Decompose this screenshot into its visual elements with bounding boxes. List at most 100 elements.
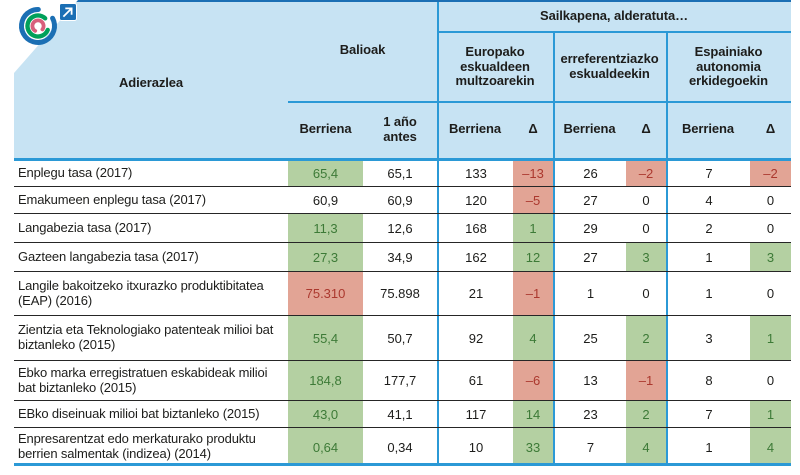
cell-rank-reference: 1: [553, 272, 626, 315]
cell-rank-reference: 13: [553, 361, 626, 400]
cell-rank-spain: 1: [666, 243, 750, 271]
ranking-underline: [437, 31, 791, 33]
cell-rank-spain: 2: [666, 214, 750, 242]
cell-rank-reference: 23: [553, 401, 626, 427]
cell-year-before-value: 177,7: [383, 373, 417, 388]
cell-delta-europe: 12: [513, 243, 553, 271]
cell-rank-reference: 29: [553, 214, 626, 242]
cell-latest-value: 65,4: [288, 161, 363, 186]
cell-rank-reference: 25: [553, 316, 626, 360]
table-row: Ebko marka erregistratuen eskabideak mil…: [14, 361, 791, 401]
cell-delta-europe: –6: [513, 361, 553, 400]
cell-rank-europe: 168: [437, 214, 513, 242]
cell-delta-spain: 0: [766, 286, 775, 301]
cell-delta-europe: 14: [513, 401, 553, 427]
cell-delta-europe: –13: [513, 161, 553, 186]
cell-delta-europe: 33: [513, 428, 553, 466]
cell-delta-reference: 0: [642, 286, 650, 301]
cell-delta-spain: 4: [750, 428, 791, 466]
cell-delta-spain: 1: [750, 401, 791, 427]
cell-delta-reference: 0: [642, 220, 650, 236]
cell-delta-reference: 4: [626, 428, 666, 466]
cell-delta-europe: –5: [513, 187, 553, 213]
cell-latest-value: 60,9: [312, 192, 339, 208]
header-subgroup-european-regions: Europako eskualdeen multzoarekin: [455, 43, 535, 89]
row-label: Zientzia eta Teknologiako patenteak mili…: [18, 322, 274, 352]
cell-delta-europe: 4: [513, 316, 553, 360]
row-label: Langile bakoitzeko itxurazko produktibit…: [18, 277, 264, 308]
table-row: EBko diseinuak milioi bat biztanleko (20…: [14, 401, 791, 428]
table-row: Gazteen langabezia tasa (2017) 27,3 34,9…: [14, 243, 791, 272]
cell-delta-spain: 0: [766, 220, 775, 236]
vline-reference-spain: [666, 31, 668, 158]
table-body: Enplegu tasa (2017) 65,4 65,1 133 –13 26…: [14, 161, 791, 466]
cell-rank-europe: 10: [437, 428, 513, 466]
table-row: Enpresarentzat edo merkaturako produktu …: [14, 428, 791, 466]
cell-rank-spain: 8: [666, 361, 750, 400]
subheader-latest-values: Berriena: [299, 121, 352, 137]
groups-underline: [288, 101, 791, 103]
cell-delta-spain: 0: [766, 373, 775, 388]
cell-latest-value: 184,8: [288, 361, 363, 400]
cell-latest-value: 55,4: [288, 316, 363, 360]
cell-rank-spain: 7: [666, 161, 750, 186]
header-top-border: [42, 0, 791, 2]
table-header: Adierazlea Balioak Sailkapena, alderatut…: [14, 0, 791, 158]
cell-delta-reference: –1: [626, 361, 666, 400]
row-label: Enpresarentzat edo merkaturako produktu …: [18, 431, 256, 461]
cell-rank-reference: 27: [553, 187, 626, 213]
cell-rank-spain: 1: [666, 272, 750, 315]
header-bottom-border: [14, 158, 791, 161]
table-row: Langabezia tasa (2017) 11,3 12,6 168 1 2…: [14, 214, 791, 243]
row-label: EBko diseinuak milioi bat biztanleko (20…: [18, 405, 260, 421]
cell-rank-europe: 21: [437, 272, 513, 315]
cell-rank-europe: 162: [437, 243, 513, 271]
table-row: Zientzia eta Teknologiako patenteak mili…: [14, 316, 791, 361]
row-label: Emakumeen enplegu tasa (2017): [18, 191, 206, 207]
cell-delta-spain: –2: [750, 161, 791, 186]
row-label: Gazteen langabezia tasa (2017): [18, 248, 199, 264]
cell-rank-reference: 27: [553, 243, 626, 271]
cell-latest-value: 11,3: [288, 214, 363, 242]
table-row: Emakumeen enplegu tasa (2017) 60,9 60,9 …: [14, 187, 791, 214]
subheader-latest-europe: Berriena: [449, 121, 501, 137]
cell-year-before-value: 50,7: [387, 330, 413, 346]
header-subgroup-spanish-communities: Espainiako autonomia erkidegoekin: [689, 43, 768, 89]
cell-delta-europe: 1: [513, 214, 553, 242]
subheader-delta-spain: Δ: [765, 121, 776, 137]
cell-rank-reference: 26: [553, 161, 626, 186]
cell-year-before-value: 65,1: [387, 166, 413, 181]
cell-year-before-value: 41,1: [387, 406, 413, 422]
row-label: Langabezia tasa (2017): [18, 219, 152, 235]
subheader-year-before: 1 año antes: [383, 113, 417, 144]
cell-rank-spain: 1: [666, 428, 750, 466]
cell-year-before-value: 75.898: [380, 286, 420, 301]
cell-rank-europe: 61: [437, 361, 513, 400]
cell-delta-reference: –2: [626, 161, 666, 186]
vline-europe-reference: [553, 31, 555, 158]
cell-rank-europe: 92: [437, 316, 513, 360]
cell-delta-spain: 1: [750, 316, 791, 360]
cell-rank-spain: 3: [666, 316, 750, 360]
subheader-delta-reference: Δ: [641, 121, 651, 137]
header-subgroup-reference-regions: erreferentziazko eskualdeekin: [560, 51, 659, 81]
table-row: Enplegu tasa (2017) 65,4 65,1 133 –13 26…: [14, 161, 791, 187]
cell-rank-spain: 7: [666, 401, 750, 427]
external-link-icon[interactable]: [59, 3, 77, 21]
cell-delta-europe: –1: [513, 272, 553, 315]
header-indicator: Adierazlea: [118, 74, 184, 90]
cell-latest-value: 75.310: [288, 272, 363, 315]
eustat-rings-logo-icon[interactable]: [16, 4, 60, 48]
subheader-delta-europe: Δ: [528, 121, 538, 137]
cell-delta-spain: 3: [750, 243, 791, 271]
cell-rank-spain: 4: [666, 187, 750, 213]
cell-delta-reference: 2: [626, 316, 666, 360]
cell-delta-reference: 0: [642, 192, 650, 208]
cell-rank-europe: 133: [437, 161, 513, 186]
header-values-group: Balioak: [339, 42, 386, 58]
header-ranking-group: Sailkapena, alderatuta…: [540, 8, 688, 24]
cell-rank-europe: 117: [437, 401, 513, 427]
cell-year-before-value: 12,6: [387, 220, 413, 236]
table-row: Langile bakoitzeko itxurazko produktibit…: [14, 272, 791, 316]
